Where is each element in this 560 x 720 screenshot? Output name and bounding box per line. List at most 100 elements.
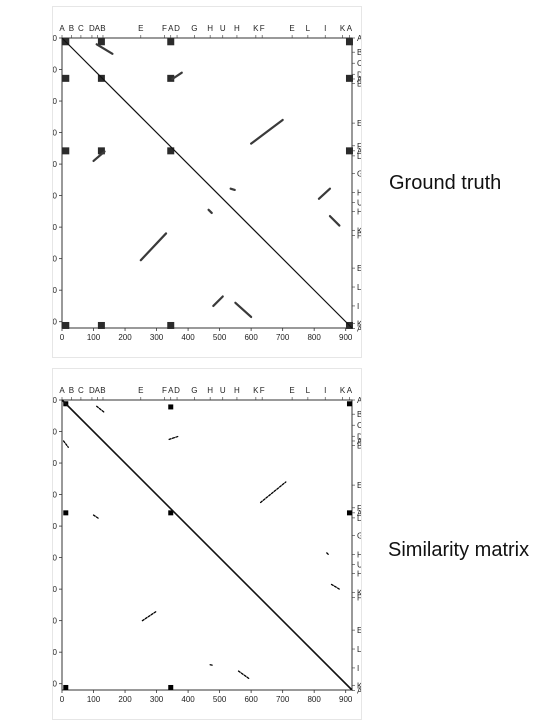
similarity-stripe [250, 118, 284, 145]
similarity-stripe [141, 610, 158, 622]
x-tick-label: 600 [244, 695, 258, 704]
segment-label-right: A [357, 396, 362, 405]
segment-label-right: K [357, 588, 362, 597]
segment-label-top: D [174, 386, 180, 395]
segment-label-right: L [357, 645, 362, 654]
similarity-stripe [139, 232, 168, 262]
ground-truth-label: Ground truth [389, 172, 502, 194]
chart-content: 0100200300400500600700800900010020030040… [52, 24, 362, 342]
y-tick-label: 400 [52, 160, 58, 169]
similarity-block [97, 147, 105, 155]
x-tick-label: 900 [339, 695, 353, 704]
y-tick-label: 600 [52, 585, 58, 594]
similarity-stripe [92, 514, 99, 519]
segment-label-right: E [357, 119, 362, 128]
x-tick-label: 200 [118, 333, 132, 342]
x-tick-label: 100 [87, 333, 101, 342]
segment-label-right: K [357, 319, 362, 328]
y-tick-label: 600 [52, 223, 58, 232]
y-tick-label: 900 [52, 318, 58, 327]
segment-label-right: E [357, 481, 362, 490]
segment-label-top: K [253, 24, 259, 33]
similarity-matrix-label: Similarity matrix [388, 539, 530, 561]
x-tick-label: 0 [60, 695, 65, 704]
similarity-block [345, 38, 353, 46]
x-tick-label: 500 [213, 695, 227, 704]
segment-label-right: D [357, 152, 362, 161]
segment-label-top: A [59, 386, 65, 395]
y-tick-label: 800 [52, 648, 58, 657]
similarity-stripe [328, 214, 341, 227]
x-tick-label: 0 [60, 333, 65, 342]
similarity-block [97, 38, 105, 46]
segment-label-right: F [357, 231, 362, 240]
segment-label-right: A [357, 75, 362, 84]
segment-label-top: L [306, 386, 311, 395]
segment-label-right: H [357, 207, 362, 216]
similarity-stripe [207, 208, 213, 215]
segment-label-top: A [95, 24, 101, 33]
segment-label-top: A [347, 386, 353, 395]
segment-label-right: A [357, 147, 362, 156]
similarity-block [346, 510, 352, 516]
similarity-block [63, 684, 69, 690]
segment-label-top: G [191, 24, 197, 33]
segment-label-top: I [324, 386, 326, 395]
x-tick-label: 900 [339, 333, 353, 342]
segment-label-top: B [69, 24, 74, 33]
segment-label-right: L [357, 283, 362, 292]
y-tick-label: 0 [53, 34, 58, 43]
similarity-stripe [168, 435, 180, 441]
x-tick-label: 300 [150, 695, 164, 704]
similarity-block [63, 510, 69, 516]
similarity-stripe [330, 583, 341, 590]
segment-label-top: F [162, 386, 167, 395]
similarity-stripe [95, 43, 114, 55]
segment-label-right: A [357, 509, 362, 518]
segment-label-top: I [324, 24, 326, 33]
similarity-block [62, 74, 70, 82]
segment-label-top: H [234, 386, 240, 395]
segment-label-top: A [347, 24, 353, 33]
similarity-stripe [209, 664, 214, 667]
segment-label-right: F [357, 593, 362, 602]
segment-label-right: K [357, 681, 362, 690]
similarity-block [167, 74, 175, 82]
chart-content: 0100200300400500600700800900010020030040… [52, 386, 362, 704]
y-tick-label: 300 [52, 129, 58, 138]
similarity-block [168, 684, 174, 690]
x-tick-label: 800 [307, 333, 321, 342]
segment-label-right: B [357, 80, 362, 89]
similarity-stripe [62, 440, 69, 448]
similarity-stripe [317, 187, 332, 200]
y-tick-label: 400 [52, 522, 58, 531]
segment-label-right: D [357, 514, 362, 523]
y-tick-label: 700 [52, 617, 58, 626]
segment-label-right: F [357, 504, 362, 513]
y-tick-label: 700 [52, 255, 58, 264]
segment-label-right: E [357, 626, 362, 635]
similarity-block [346, 401, 352, 407]
segment-label-top: C [78, 24, 84, 33]
x-tick-label: 100 [87, 695, 101, 704]
y-tick-label: 200 [52, 97, 58, 106]
y-tick-label: 800 [52, 286, 58, 295]
segment-label-right: U [357, 199, 362, 208]
ground-truth-panel: 0100200300400500600700800900010020030040… [52, 6, 362, 358]
x-tick-label: 700 [276, 333, 290, 342]
similarity-stripe [237, 670, 251, 680]
segment-label-right: B [357, 442, 362, 451]
segment-label-right: B [357, 410, 362, 419]
similarity-stripe [326, 552, 330, 556]
segment-label-right: C [357, 421, 362, 430]
segment-label-top: G [191, 386, 197, 395]
similarity-block [62, 321, 70, 329]
similarity-stripe [229, 187, 236, 192]
similarity-matrix-plot: 0100200300400500600700800900010020030040… [52, 386, 362, 704]
segment-label-top: K [340, 24, 346, 33]
main-diagonal [61, 37, 353, 329]
segment-label-right: F [357, 142, 362, 151]
segment-label-top: E [138, 24, 143, 33]
segment-label-top: D [89, 386, 95, 395]
segment-label-top: F [260, 386, 265, 395]
